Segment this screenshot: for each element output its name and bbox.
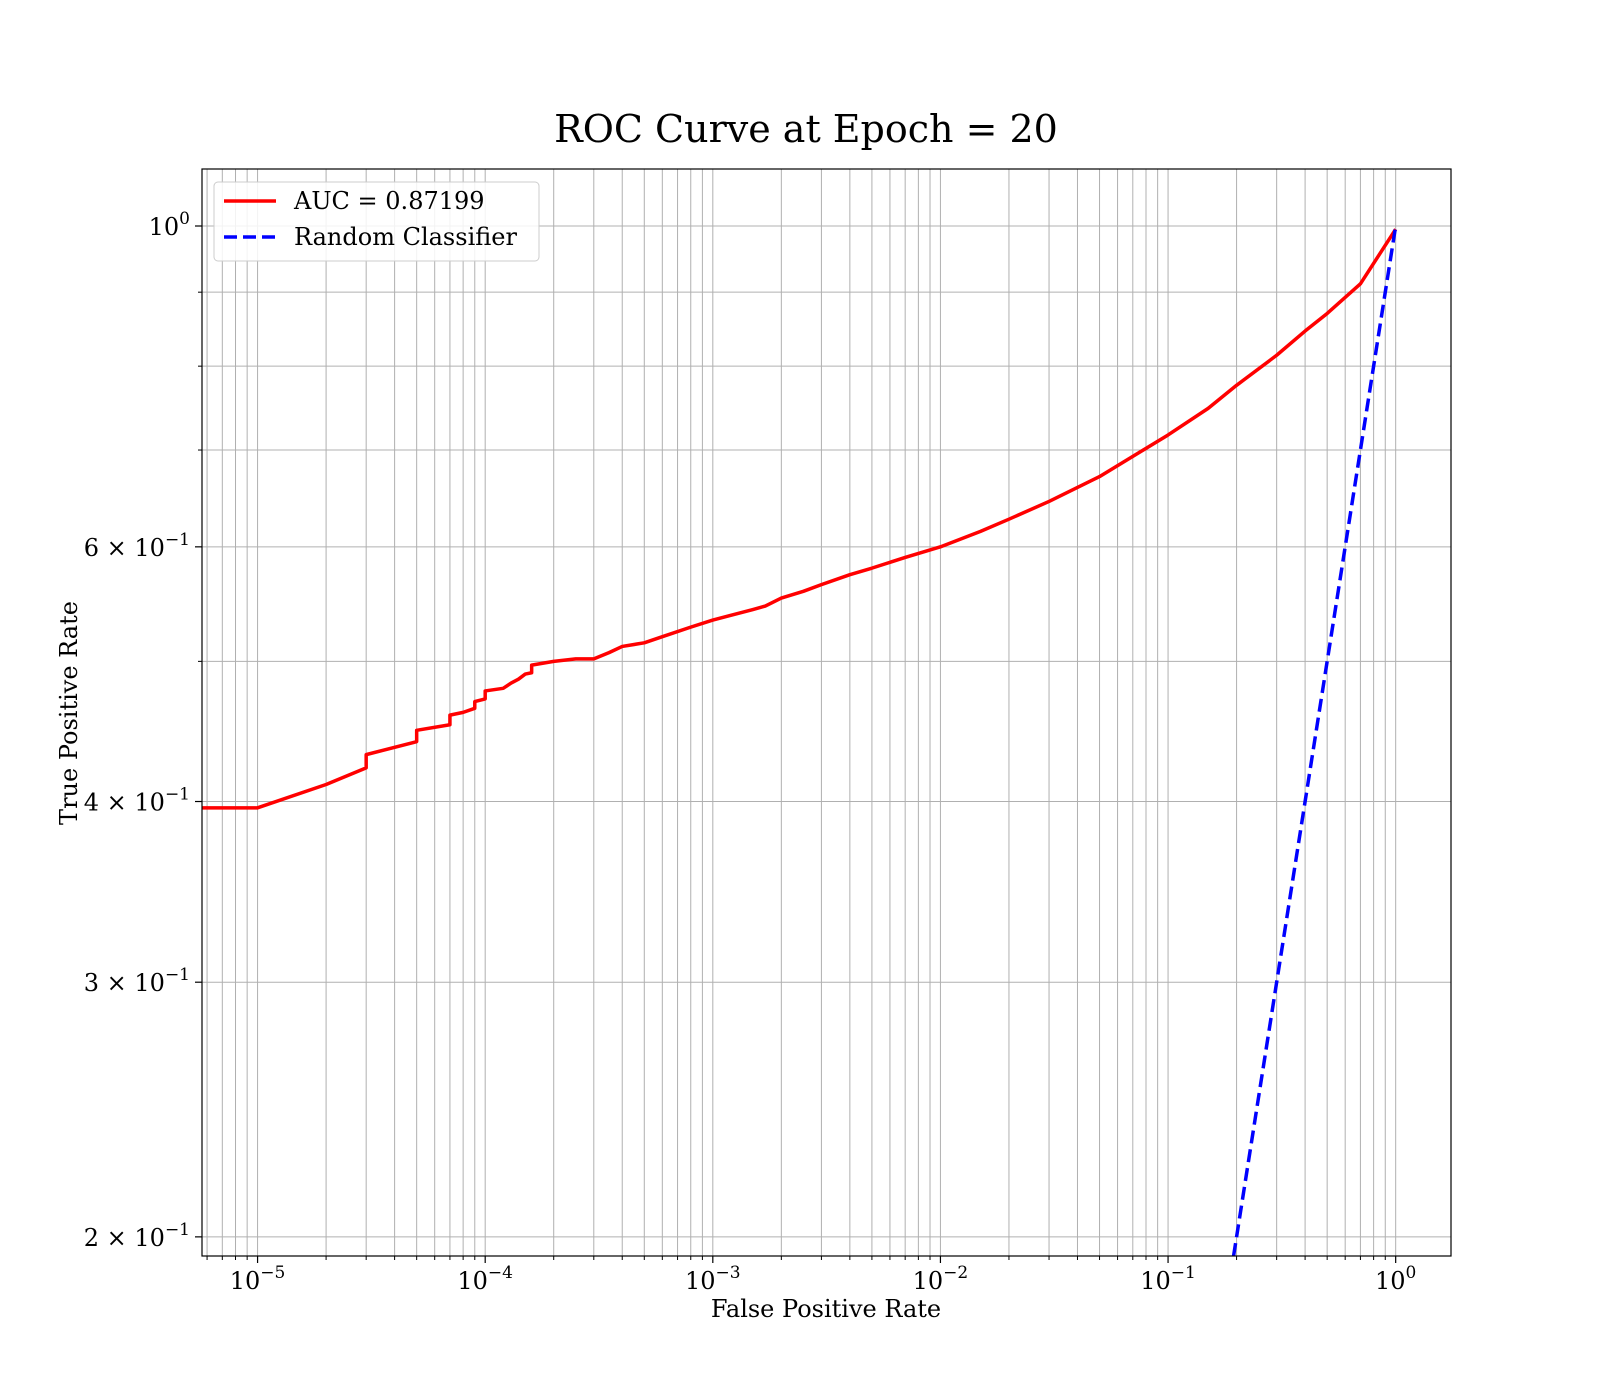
y-tick-label: 3 × 10−1 [84, 965, 190, 997]
x-axis-label: False Positive Rate [711, 1295, 941, 1323]
roc-curve-line [202, 228, 1398, 810]
y-tick-label: 4 × 10−1 [84, 785, 190, 817]
y-tick-label: 100 [149, 209, 190, 241]
legend-label-auc: AUC = 0.87199 [293, 187, 485, 215]
plot-lines [202, 225, 1398, 1256]
chart-title: ROC Curve at Epoch = 20 [554, 107, 1058, 151]
x-axis-ticks: 10−5 10−4 10−3 10−2 10−1 100 [206, 1256, 1416, 1295]
y-tick-label: 2 × 10−1 [84, 1220, 190, 1252]
grid-lines [202, 169, 1451, 1256]
legend-box [213, 181, 540, 262]
x-tick-label: 10−5 [230, 1263, 286, 1295]
x-tick-label: 10−2 [913, 1263, 969, 1295]
y-axis-ticks: 100 6 × 10−1 4 × 10−1 3 × 10−1 2 × 10−1 [84, 209, 202, 1252]
x-tick-label: 10−1 [1140, 1263, 1196, 1295]
legend-label-random: Random Classifier [294, 223, 517, 251]
x-tick-label: 10−3 [685, 1263, 741, 1295]
x-tick-label: 10−4 [457, 1263, 513, 1295]
y-tick-label: 6 × 10−1 [84, 530, 190, 562]
legend: AUC = 0.87199 Random Classifier [213, 181, 540, 262]
y-axis-label: True Positive Rate [55, 601, 83, 825]
x-tick-label: 100 [1375, 1263, 1416, 1295]
random-classifier-line [1231, 225, 1398, 1256]
plot-frame [201, 168, 1452, 1257]
